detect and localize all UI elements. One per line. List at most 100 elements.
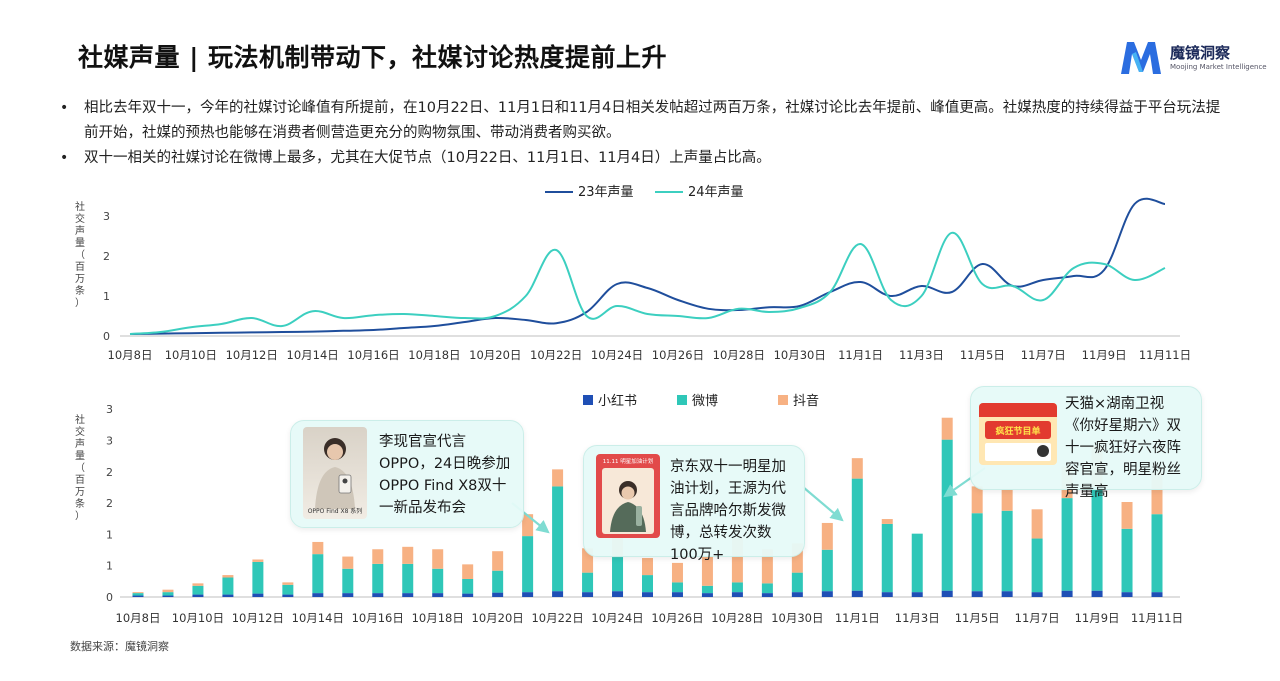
bar-segment xyxy=(372,593,384,597)
bar-segment xyxy=(252,561,264,594)
line-x-tick-label: 10月14日 xyxy=(287,348,339,362)
bar-segment xyxy=(222,577,234,595)
bar-segment xyxy=(582,548,594,573)
bar-segment xyxy=(342,593,354,597)
bar-x-tick-label: 10月12日 xyxy=(232,611,284,625)
bar-segment xyxy=(372,563,384,594)
bar-segment xyxy=(222,594,234,597)
bar-segment xyxy=(132,592,144,594)
program-poster-icon xyxy=(979,403,1057,461)
brand-subtitle: Moojing Market Intelligence xyxy=(1170,63,1267,71)
bar-x-tick-label: 10月8日 xyxy=(116,611,161,625)
bar-x-tick-label: 10月26日 xyxy=(651,611,703,625)
bar-segment xyxy=(162,595,174,597)
bar-segment xyxy=(821,522,833,550)
svg-text:百: 百 xyxy=(75,474,85,486)
bar-x-tick-label: 10月20日 xyxy=(472,611,524,625)
line-x-tick-label: 11月1日 xyxy=(838,348,883,362)
legend-swatch xyxy=(583,395,593,405)
tmall-ad-image: 疯狂节目单 xyxy=(979,403,1057,465)
tmall-image-caption: 疯狂节目单 xyxy=(995,427,1041,437)
svg-text:量: 量 xyxy=(75,237,85,249)
bar-segment xyxy=(1031,509,1043,539)
bar-legend: 小红书 微博 抖音 xyxy=(583,393,819,409)
bar-segment xyxy=(282,594,294,597)
bar-segment xyxy=(522,514,534,537)
bar-segment xyxy=(132,593,144,596)
bar-segment xyxy=(582,592,594,597)
svg-text:社: 社 xyxy=(75,200,85,213)
bar-segment xyxy=(1001,591,1013,597)
svg-text:（: （ xyxy=(75,462,85,474)
bar-segment xyxy=(911,533,923,593)
brand-name: 魔镜洞察 xyxy=(1170,44,1231,62)
bar-x-tick-label: 10月14日 xyxy=(292,611,344,625)
line-x-tick-label: 10月20日 xyxy=(469,348,521,362)
brand-logo: 魔镜洞察 Moojing Market Intelligence xyxy=(1118,38,1267,78)
bar-segment xyxy=(1001,488,1013,511)
bar-segment xyxy=(1121,528,1133,593)
bar-segment xyxy=(312,541,324,555)
bar-segment xyxy=(552,486,564,592)
bar-segment xyxy=(192,583,204,586)
bar-segment xyxy=(671,562,683,583)
bar-segment xyxy=(671,592,683,597)
line-x-tick-label: 10月8日 xyxy=(108,348,153,362)
bar-segment xyxy=(1151,472,1163,515)
page-title: 社媒声量 | 玩法机制带动下，社媒讨论热度提前上升 xyxy=(78,43,668,72)
bar-segment xyxy=(941,439,953,591)
bar-segment xyxy=(402,593,414,597)
line-x-tick-label: 10月16日 xyxy=(347,348,399,362)
bar-segment xyxy=(1091,486,1103,591)
bar-segment xyxy=(1091,590,1103,597)
svg-text:条: 条 xyxy=(75,284,85,297)
person-icon xyxy=(315,438,355,509)
line-x-tick-label: 11月11日 xyxy=(1139,348,1191,362)
bar-segment xyxy=(312,593,324,597)
data-source: 数据来源：魔镜洞察 xyxy=(70,640,169,653)
svg-text:百: 百 xyxy=(75,261,85,273)
svg-text:交: 交 xyxy=(75,425,85,438)
line-x-tick-label: 10月24日 xyxy=(591,348,643,362)
bar-segment xyxy=(1121,502,1133,529)
bar-segment xyxy=(582,572,594,593)
legend-swatch xyxy=(677,395,687,405)
bar-segment xyxy=(911,592,923,597)
bar-segment xyxy=(462,593,474,597)
line-x-tick-label: 11月3日 xyxy=(899,348,944,362)
bar-x-tick-label: 10月30日 xyxy=(771,611,823,625)
bar-x-tick-label: 10月28日 xyxy=(711,611,763,625)
bar-segment xyxy=(701,585,713,594)
bar-segment xyxy=(132,595,144,597)
callout-tmall: 疯狂节目单 天猫×湖南卫视《你好星期六》双十一疯狂好六夜阵容官宣，明星粉丝声量高 xyxy=(970,386,1202,500)
bar-segment xyxy=(462,564,474,579)
legend-label: 抖音 xyxy=(793,393,819,409)
bar-segment xyxy=(642,592,653,597)
bar-segment xyxy=(282,582,294,585)
bar-x-tick-label: 10月22日 xyxy=(531,611,583,625)
svg-text:交: 交 xyxy=(75,212,85,225)
bar-segment xyxy=(642,575,653,593)
bar-segment xyxy=(761,583,773,594)
line-x-tick-label: 10月26日 xyxy=(652,348,704,362)
bar-segment xyxy=(432,568,444,594)
line-y-tick-label: 0 xyxy=(103,330,110,343)
callout-oppo: OPPO Find X8 系列 李现官宣代言OPPO，24日晚参加OPPO Fi… xyxy=(290,420,524,528)
person-icon xyxy=(602,468,654,534)
bar-segment xyxy=(731,538,743,583)
svg-text:声: 声 xyxy=(75,224,85,237)
line-x-tick-label: 11月7日 xyxy=(1021,348,1066,362)
line-series-1 xyxy=(129,197,1166,335)
svg-text:条: 条 xyxy=(75,497,85,510)
legend-label: 23年声量 xyxy=(578,185,634,200)
callout-oppo-text: 李现官宣代言OPPO，24日晚参加OPPO Find X8双十一新品发布会 xyxy=(379,434,511,516)
bar-x-tick-label: 11月11日 xyxy=(1131,611,1183,625)
callout-arrow-jd xyxy=(802,486,844,522)
bar-segment xyxy=(971,513,983,592)
bullet-2: 双十一相关的社媒讨论在微博上最多，尤其在大促节点（10月22日、11月1日、11… xyxy=(60,146,1230,171)
bar-segment xyxy=(492,551,504,571)
bar-y-tick-label: 0 xyxy=(106,591,113,604)
bar-segment xyxy=(192,594,204,597)
